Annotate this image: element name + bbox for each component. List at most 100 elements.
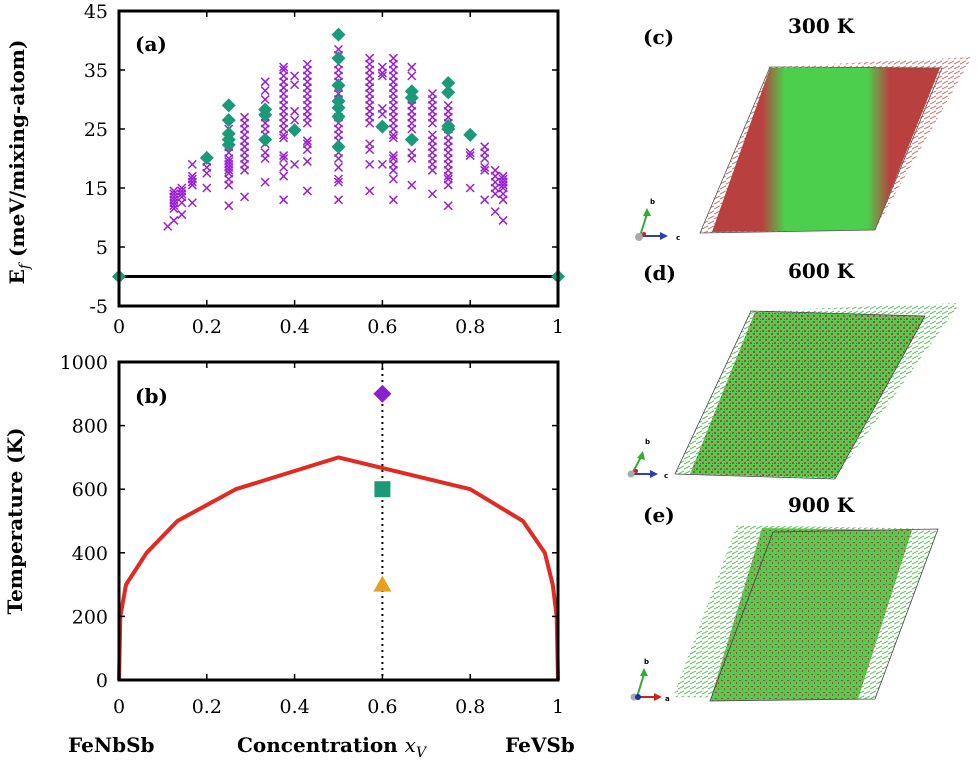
- structure-point: [224, 201, 234, 211]
- x-marker-stroke: [279, 171, 289, 181]
- structure-point: [202, 183, 212, 193]
- x-tick-label: 1: [552, 696, 564, 718]
- x-marker-stroke: [290, 159, 300, 169]
- x-marker-stroke: [465, 151, 475, 161]
- ground-state-point: [331, 100, 346, 115]
- structure-point: [377, 71, 387, 81]
- structure-point: [498, 171, 508, 181]
- structure-point: [260, 86, 270, 96]
- marker-300K: [373, 575, 392, 592]
- x-marker-stroke: [169, 189, 179, 199]
- structure-point: [443, 100, 453, 110]
- structure-point: [490, 207, 500, 217]
- x-marker-stroke: [240, 112, 250, 122]
- structure-point: [302, 136, 312, 146]
- structure-point: [279, 65, 289, 75]
- x-marker-stroke: [177, 186, 187, 196]
- x-marker-stroke: [480, 165, 490, 175]
- x-marker-stroke: [427, 130, 437, 140]
- x-marker-stroke: [465, 148, 475, 158]
- y-tick-label: 15: [84, 178, 108, 200]
- structure-point: [407, 180, 417, 190]
- x-title-subscript: V: [416, 745, 428, 761]
- structure-point: [187, 159, 197, 169]
- structure-point: [377, 103, 387, 113]
- x-marker-stroke: [490, 207, 500, 217]
- x-marker-stroke: [302, 186, 312, 196]
- x-marker-stroke: [333, 162, 344, 172]
- x-marker-stroke: [365, 139, 375, 149]
- x-marker-stroke: [498, 174, 508, 184]
- ground-state-point: [221, 137, 236, 152]
- x-marker-stroke: [260, 148, 270, 158]
- structure-point: [443, 174, 453, 184]
- c-axis-arrow-icon: [660, 232, 668, 240]
- x-marker-stroke: [169, 186, 179, 196]
- x-marker-stroke: [388, 53, 398, 63]
- ground-state-point: [221, 113, 236, 128]
- structure-point: [279, 153, 289, 164]
- x-marker-stroke: [290, 115, 300, 125]
- structure-point: [388, 151, 398, 161]
- ground-state-point: [331, 27, 346, 42]
- supercell-900k-body: [710, 528, 912, 701]
- panel-b-label: (b): [135, 384, 168, 408]
- ground-state-point: [441, 75, 456, 90]
- x-marker-stroke: [377, 159, 387, 169]
- x-marker-stroke: [465, 183, 475, 193]
- x-marker-stroke: [365, 159, 375, 169]
- x-marker-stroke: [443, 201, 453, 211]
- x-marker-stroke: [290, 80, 300, 90]
- snapshot-900k: [673, 525, 939, 702]
- structure-point: [333, 177, 344, 187]
- x-marker-stroke: [333, 44, 344, 54]
- structure-point: [490, 165, 500, 175]
- supercell-600k-body: [690, 312, 925, 478]
- y-tick-label: 600: [72, 479, 108, 501]
- structure-point: [290, 115, 300, 125]
- panel-b-phase-diagram: 0 0.2 0.4 0.6 0.8 1 0 200 400 600 800 1000 (b) Temp…: [3, 352, 575, 761]
- y-title-unit: (meV/mixing-atom): [5, 40, 29, 264]
- structure-point: [279, 195, 289, 205]
- structure-point: [407, 148, 417, 158]
- structure-point: [365, 159, 375, 169]
- axis-b-label: b: [644, 658, 649, 666]
- structure-point: [290, 80, 300, 90]
- structure-point: [377, 159, 387, 169]
- panel-a-label: (a): [135, 32, 167, 56]
- structure-point: [427, 189, 437, 199]
- structure-point: [279, 171, 289, 181]
- x-marker-stroke: [187, 159, 197, 169]
- structure-point: [465, 148, 475, 158]
- structure-point: [187, 174, 197, 184]
- panel-b-frame: [117, 360, 560, 682]
- axis-triad-600k: b c: [627, 438, 668, 480]
- x-marker-stroke: [490, 165, 500, 175]
- structure-point: [365, 186, 375, 196]
- x-marker-stroke: [407, 148, 417, 158]
- axis-c-label: c: [676, 234, 680, 242]
- mc-snapshots: b c b c b a (c) 300 K (d) 600 K (e): [627, 14, 972, 703]
- structure-point: [169, 186, 179, 196]
- x-marker-stroke: [443, 174, 453, 184]
- x-marker-stroke: [240, 192, 250, 202]
- x-marker-stroke: [279, 65, 289, 75]
- ground-state-point: [258, 132, 273, 147]
- axis-triad-900k: b a: [630, 658, 670, 703]
- x-tick-label: 0: [113, 696, 125, 718]
- x-tick-label: 0: [113, 316, 125, 338]
- x-marker-stroke: [224, 201, 234, 211]
- panel-c-label: (c): [643, 25, 674, 49]
- y-tick-label: 200: [72, 606, 108, 628]
- x-marker-stroke: [333, 195, 344, 205]
- x-marker-stroke: [333, 177, 344, 187]
- panel-e-label: (e): [643, 503, 675, 527]
- x-marker-stroke: [407, 62, 417, 72]
- structure-point: [407, 71, 417, 81]
- x-marker-stroke: [377, 71, 387, 81]
- panel-d-temperature: 600 K: [788, 259, 855, 283]
- x-marker-stroke: [407, 180, 417, 190]
- x-marker-stroke: [169, 215, 179, 225]
- structure-point: [260, 94, 270, 105]
